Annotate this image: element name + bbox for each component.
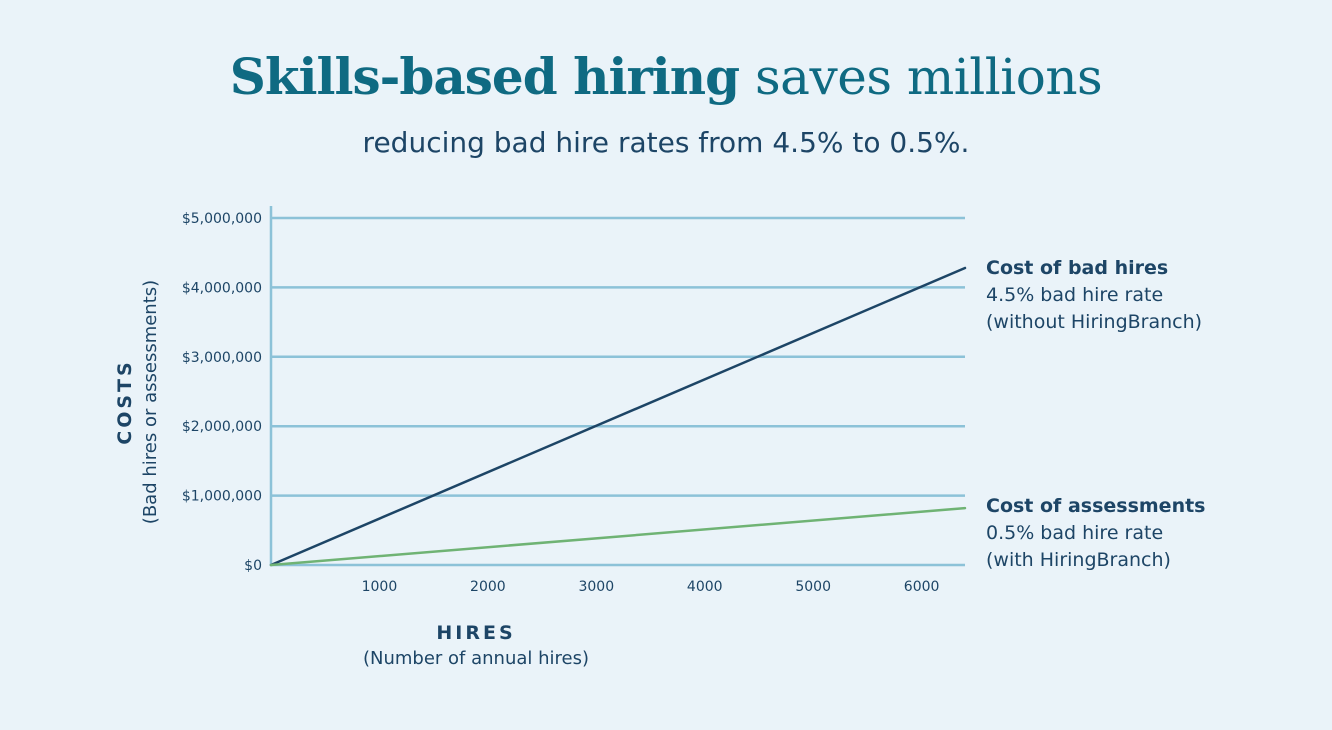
y-tick-label-1: $1,000,000 [182, 489, 262, 505]
title-bold: Skills-based hiring [229, 47, 740, 106]
x-tick-label-2: 3000 [578, 579, 614, 595]
x-tick-label-1: 2000 [470, 579, 506, 595]
y-tick-label-0: $0 [244, 558, 262, 574]
x-tick-label-5: 6000 [904, 579, 940, 595]
x-tick-label-3: 4000 [687, 579, 723, 595]
y-axis-label: COSTS (Bad hires or assessments) [112, 280, 164, 524]
y-tick-label-5: $5,000,000 [182, 211, 262, 227]
legend-assessments-note: (with HiringBranch) [986, 549, 1171, 571]
x-axis-label: HIRES (Number of annual hires) [363, 620, 589, 672]
series-line-bad-hires [269, 266, 967, 567]
legend-assessments-name: Cost of assessments [986, 495, 1206, 517]
y-tick-label-4: $4,000,000 [182, 280, 262, 296]
legend-assessments: Cost of assessments 0.5% bad hire rate (… [986, 493, 1205, 574]
legend-assessments-rate: 0.5% bad hire rate [986, 522, 1164, 544]
chart-subtitle: reducing bad hire rates from 4.5% to 0.5… [362, 126, 970, 159]
legend-bad-hires-note: (without HiringBranch) [986, 311, 1203, 333]
series-line-assessments [269, 506, 967, 567]
legend-bad-hires-name: Cost of bad hires [986, 257, 1169, 279]
y-tick-label-3: $3,000,000 [182, 350, 262, 366]
x-axis-title: HIRES [436, 622, 516, 644]
y-axis-title: COSTS [114, 359, 136, 445]
chart-title: Skills-based hiring saves millions [0, 44, 1332, 110]
legend-bad-hires: Cost of bad hires 4.5% bad hire rate (wi… [986, 255, 1202, 336]
legend-bad-hires-rate: 4.5% bad hire rate [986, 284, 1164, 306]
x-tick-label-4: 5000 [795, 579, 831, 595]
y-axis-subtitle: (Bad hires or assessments) [140, 279, 161, 525]
x-tick-label-0: 1000 [362, 579, 398, 595]
y-tick-label-2: $2,000,000 [182, 419, 262, 435]
title-rest: saves millions [755, 48, 1103, 106]
x-axis-subtitle: (Number of annual hires) [362, 648, 590, 669]
